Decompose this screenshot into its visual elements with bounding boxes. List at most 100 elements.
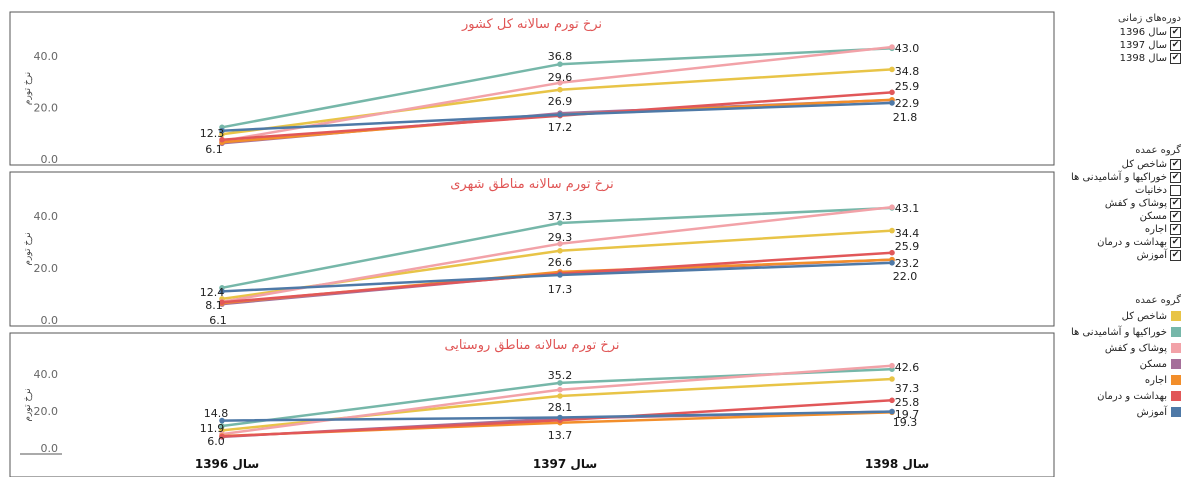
y-axis-label: نرخ تورم — [23, 232, 33, 265]
data-label: 34.4 — [895, 227, 920, 240]
legend-item[interactable]: پوشاک و کفش — [1058, 340, 1181, 356]
y-tick-label: 20.0 — [34, 405, 59, 418]
panel-title: نرخ تورم سالانه کل کشور — [461, 17, 602, 32]
group-option-6[interactable]: ✔ بهداشت و درمان — [1058, 236, 1181, 249]
checkbox-icon[interactable]: ✔ — [1170, 224, 1181, 235]
group-option-label: مسکن — [1140, 210, 1167, 223]
legend-swatch — [1171, 375, 1181, 385]
data-label: 13.7 — [548, 429, 573, 442]
filter-sidebar: دوره‌های زمانی ✔ سال 1396 ✔ سال 1397 ✔ سال 13… — [1058, 0, 1189, 477]
data-label: 17.2 — [548, 121, 573, 134]
data-label: 34.8 — [895, 65, 920, 78]
checkbox-icon[interactable]: ✔ — [1170, 159, 1181, 170]
y-axis-label: نرخ تورم — [23, 72, 33, 105]
data-label: 23.2 — [895, 257, 920, 270]
group-option-label: شاخص کل — [1122, 158, 1167, 171]
legend-item[interactable]: اجاره — [1058, 372, 1181, 388]
data-label: 21.8 — [893, 111, 918, 124]
legend-item[interactable]: مسکن — [1058, 356, 1181, 372]
data-point — [557, 112, 563, 118]
legend-label: پوشاک و کفش — [1105, 343, 1167, 354]
group-option-3[interactable]: ✔ پوشاک و کفش — [1058, 197, 1181, 210]
period-filter-title: دوره‌های زمانی — [1058, 13, 1181, 24]
legend-swatch — [1171, 311, 1181, 321]
legend-label: مسکن — [1140, 359, 1167, 370]
data-label: 37.3 — [895, 382, 920, 395]
group-option-label: بهداشت و درمان — [1097, 236, 1167, 249]
y-tick-label: 0.0 — [41, 442, 59, 455]
data-label: 22.0 — [893, 270, 918, 283]
group-option-0[interactable]: ✔ شاخص کل — [1058, 158, 1181, 171]
checkbox-icon[interactable]: ✔ — [1170, 211, 1181, 222]
group-option-2[interactable]: دخانیات — [1058, 184, 1181, 197]
period-option-label: سال 1398 — [1120, 52, 1167, 65]
checkbox-icon[interactable]: ✔ — [1170, 40, 1181, 51]
data-label: 12.3 — [200, 127, 225, 140]
group-option-5[interactable]: ✔ اجاره — [1058, 223, 1181, 236]
data-label: 35.2 — [548, 369, 573, 382]
legend-swatch — [1171, 359, 1181, 369]
x-tick-label: سال 1396 — [195, 457, 259, 471]
legend-label: خوراکیها و آشامیدنی ها — [1071, 327, 1167, 338]
period-option-label: سال 1396 — [1120, 26, 1167, 39]
period-option-0[interactable]: ✔ سال 1396 — [1058, 26, 1181, 39]
data-point — [557, 415, 563, 421]
checkbox-icon[interactable]: ✔ — [1170, 172, 1181, 183]
legend-swatch — [1171, 327, 1181, 337]
data-label: 26.9 — [548, 95, 573, 108]
period-option-2[interactable]: ✔ سال 1398 — [1058, 52, 1181, 65]
data-point — [557, 272, 563, 278]
legend-item[interactable]: بهداشت و درمان — [1058, 388, 1181, 404]
inflation-charts: نرخ تورم سالانه کل کشور نرخ تورم 0.0 20.0 40… — [0, 0, 1055, 477]
data-label: 14.8 — [204, 407, 229, 420]
y-tick-label: 40.0 — [34, 50, 59, 63]
data-point — [557, 393, 563, 399]
group-option-1[interactable]: ✔ خوراکیها و آشامیدنی ها — [1058, 171, 1181, 184]
data-label: 29.6 — [548, 71, 573, 84]
legend-item[interactable]: خوراکیها و آشامیدنی ها — [1058, 324, 1181, 340]
period-option-label: سال 1397 — [1120, 39, 1167, 52]
checkbox-icon[interactable]: ✔ — [1170, 198, 1181, 209]
y-tick-label: 0.0 — [41, 153, 59, 166]
group-option-label: دخانیات — [1135, 184, 1167, 197]
data-point — [557, 387, 563, 393]
data-label: 29.3 — [548, 231, 573, 244]
data-point — [889, 376, 895, 382]
panel-title: نرخ تورم سالانه مناطق شهری — [450, 177, 614, 192]
panel-title: نرخ تورم سالانه مناطق روستایی — [444, 338, 619, 353]
data-label: 25.9 — [895, 80, 920, 93]
legend-item[interactable]: شاخص کل — [1058, 308, 1181, 324]
checkbox-icon[interactable]: ✔ — [1170, 250, 1181, 261]
data-label: 36.8 — [548, 50, 573, 63]
legend-swatch — [1171, 407, 1181, 417]
period-option-1[interactable]: ✔ سال 1397 — [1058, 39, 1181, 52]
group-option-label: خوراکیها و آشامیدنی ها — [1071, 171, 1167, 184]
checkbox-icon[interactable] — [1170, 185, 1181, 196]
y-tick-label: 20.0 — [34, 262, 59, 275]
legend-title: گروه عمده — [1058, 295, 1181, 306]
y-tick-label: 40.0 — [34, 368, 59, 381]
group-filter-title: گروه عمده — [1058, 145, 1181, 156]
data-label: 12.4 — [200, 286, 225, 299]
checkbox-icon[interactable]: ✔ — [1170, 237, 1181, 248]
group-option-7[interactable]: ✔ آموزش — [1058, 249, 1181, 262]
data-label: 6.1 — [209, 314, 227, 327]
group-option-label: اجاره — [1145, 223, 1167, 236]
data-label: 19.3 — [893, 416, 918, 429]
legend-swatch — [1171, 343, 1181, 353]
checkbox-icon[interactable]: ✔ — [1170, 27, 1181, 38]
checkbox-icon[interactable]: ✔ — [1170, 53, 1181, 64]
data-point — [557, 248, 563, 254]
data-label: 42.6 — [895, 361, 920, 374]
legend-item[interactable]: آموزش — [1058, 404, 1181, 420]
data-label: 25.9 — [895, 240, 920, 253]
data-label: 28.1 — [548, 401, 573, 414]
data-label: 11.9 — [200, 422, 225, 435]
data-label: 6.1 — [205, 143, 223, 156]
data-label: 8.1 — [205, 299, 223, 312]
legend-label: آموزش — [1137, 407, 1167, 418]
y-tick-label: 0.0 — [41, 314, 59, 327]
color-legend: گروه عمده شاخص کل خوراکیها و آشامیدنی ها پ… — [1058, 295, 1181, 420]
group-option-4[interactable]: ✔ مسکن — [1058, 210, 1181, 223]
data-label: 26.6 — [548, 256, 573, 269]
